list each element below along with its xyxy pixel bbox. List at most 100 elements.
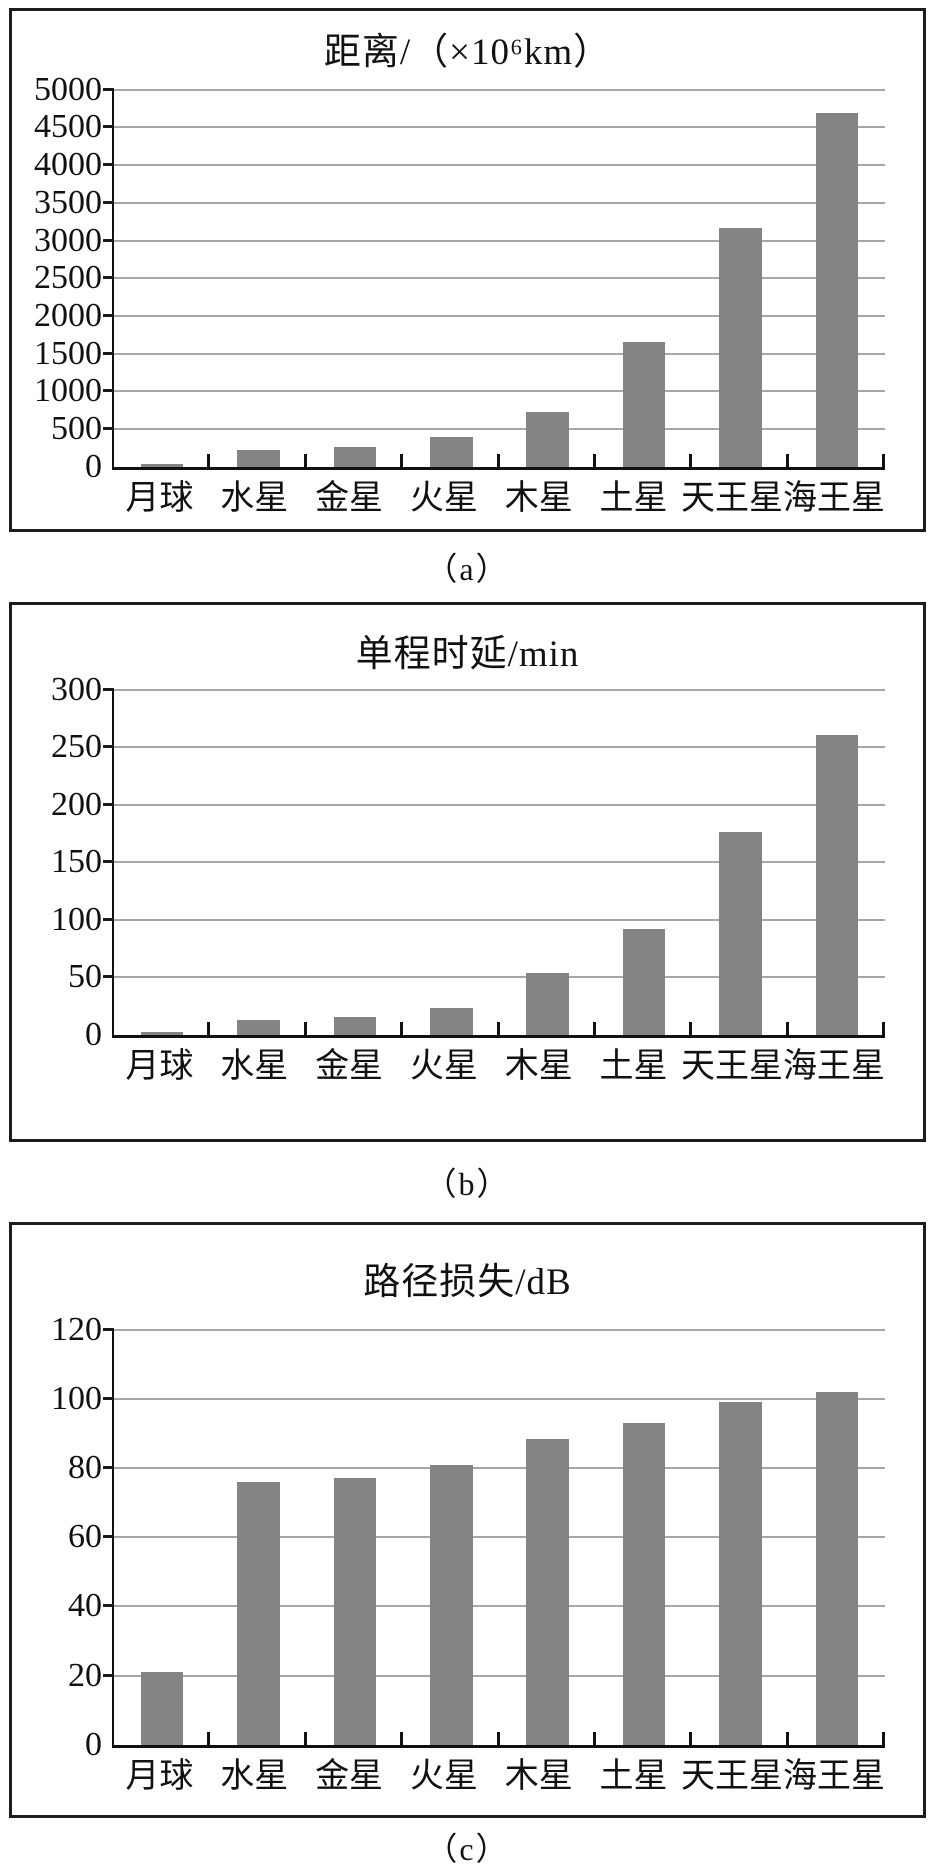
bar-slot	[403, 90, 499, 467]
bar-土星	[622, 341, 666, 467]
x-axis-tick	[592, 453, 596, 467]
bar-slot	[307, 690, 403, 1035]
bar-月球	[140, 1672, 184, 1745]
x-axis-tick	[207, 453, 211, 467]
gridline	[114, 126, 885, 129]
x-axis-labels: 月球 水星 金星 火星 木星 土星 天王星 海王星	[112, 1048, 885, 1085]
bar-slot	[692, 90, 788, 467]
y-axis-tick	[103, 687, 114, 691]
y-axis-tick	[103, 389, 114, 393]
y-tick-label: 60	[68, 1518, 102, 1556]
bar-水星	[237, 1019, 280, 1035]
bar-slot	[210, 90, 306, 467]
x-axis-tick	[303, 1021, 307, 1035]
y-axis-tick	[103, 1327, 114, 1331]
y-tick-label: 120	[51, 1310, 102, 1348]
y-axis-tick	[103, 1673, 114, 1677]
x-category-label: 月球	[125, 1047, 194, 1085]
y-axis-tick	[103, 238, 114, 242]
bar-海王星	[815, 1391, 858, 1745]
caption-c: （c）	[425, 1831, 510, 1867]
x-axis-tick	[400, 1731, 404, 1745]
y-axis-tick	[103, 276, 114, 280]
x-category-label: 土星	[599, 1757, 668, 1795]
bar-slot	[403, 690, 499, 1035]
bar-金星	[333, 1017, 377, 1035]
bar-火星	[430, 1008, 473, 1035]
y-axis-tick	[103, 1466, 114, 1470]
y-tick-label: 0	[85, 1015, 102, 1053]
x-category-label: 海王星	[782, 1047, 885, 1085]
x-axis-tick	[496, 453, 500, 467]
bar-slot	[114, 90, 210, 467]
bar-海王星	[815, 734, 858, 1035]
x-category-label: 金星	[315, 1757, 384, 1795]
chart-title-delay: 单程时延/min	[355, 634, 580, 675]
bar-slot	[403, 1330, 499, 1745]
gridline	[114, 201, 885, 204]
x-axis-labels: 月球 水星 金星 火星 木星 土星 天王星 海王星	[112, 480, 885, 517]
x-category-label: 海王星	[782, 1757, 885, 1795]
y-tick-label: 20	[68, 1656, 102, 1694]
chart-title-pathloss: 路径损失/dB	[363, 1262, 572, 1303]
bar-slot	[789, 690, 885, 1035]
gridline	[114, 1674, 885, 1677]
gridline	[114, 976, 885, 979]
y-tick-label: 4000	[34, 146, 102, 184]
y-tick-label: 200	[51, 785, 102, 823]
chart-title-distance: 距离/（×10⁶km）	[323, 32, 612, 73]
bar-slot	[596, 690, 692, 1035]
x-axis-tick	[689, 453, 693, 467]
bar-slot	[307, 90, 403, 467]
y-tick-label: 250	[51, 728, 102, 766]
gridline	[114, 277, 885, 280]
bar-slot	[114, 1330, 210, 1745]
y-axis-tick	[103, 351, 114, 355]
x-category-label: 月球	[125, 479, 194, 517]
x-category-label: 水星	[220, 1047, 289, 1085]
y-tick-label: 3500	[34, 183, 102, 221]
bar-slot	[596, 90, 692, 467]
gridline	[114, 1397, 885, 1400]
y-tick-label: 300	[51, 670, 102, 708]
chart-body: 0 20 40 60 80 100 120	[12, 1312, 885, 1761]
y-tick-label: 2000	[34, 296, 102, 334]
y-tick-label: 1000	[34, 372, 102, 410]
y-axis-tick	[103, 87, 114, 91]
bar-火星	[430, 436, 473, 467]
bar-水星	[237, 1481, 280, 1745]
x-category-label: 天王星	[680, 1047, 783, 1085]
y-axis-tick	[103, 975, 114, 979]
x-category-label: 水星	[220, 479, 289, 517]
x-category-label: 金星	[315, 1047, 384, 1085]
x-axis-tick	[689, 1021, 693, 1035]
bar-金星	[333, 1478, 377, 1745]
y-axis-tick	[103, 313, 114, 317]
y-tick-label: 0	[85, 447, 102, 485]
gridline	[114, 390, 885, 393]
x-axis-tick	[785, 1021, 789, 1035]
y-axis-tick	[103, 802, 114, 806]
x-axis-tick	[303, 1731, 307, 1745]
x-axis-tick	[496, 1731, 500, 1745]
gridline	[114, 352, 885, 355]
y-axis-tick	[103, 125, 114, 129]
gridline	[114, 1467, 885, 1470]
y-tick-label: 5000	[34, 70, 102, 108]
gridline	[114, 239, 885, 242]
x-axis-tick	[207, 1731, 211, 1745]
y-tick-label: 80	[68, 1449, 102, 1487]
bar-火星	[430, 1464, 473, 1745]
bar-天王星	[719, 228, 762, 467]
gridline	[114, 88, 885, 91]
bar-slot	[500, 1330, 596, 1745]
gridline	[114, 861, 885, 864]
y-axis-tick	[103, 200, 114, 204]
bar-木星	[526, 972, 569, 1035]
y-tick-label: 50	[68, 958, 102, 996]
bars	[114, 1330, 885, 1745]
bar-木星	[526, 1438, 569, 1745]
x-axis-tick	[496, 1021, 500, 1035]
x-axis-tick	[785, 1731, 789, 1745]
x-axis-tick	[400, 453, 404, 467]
